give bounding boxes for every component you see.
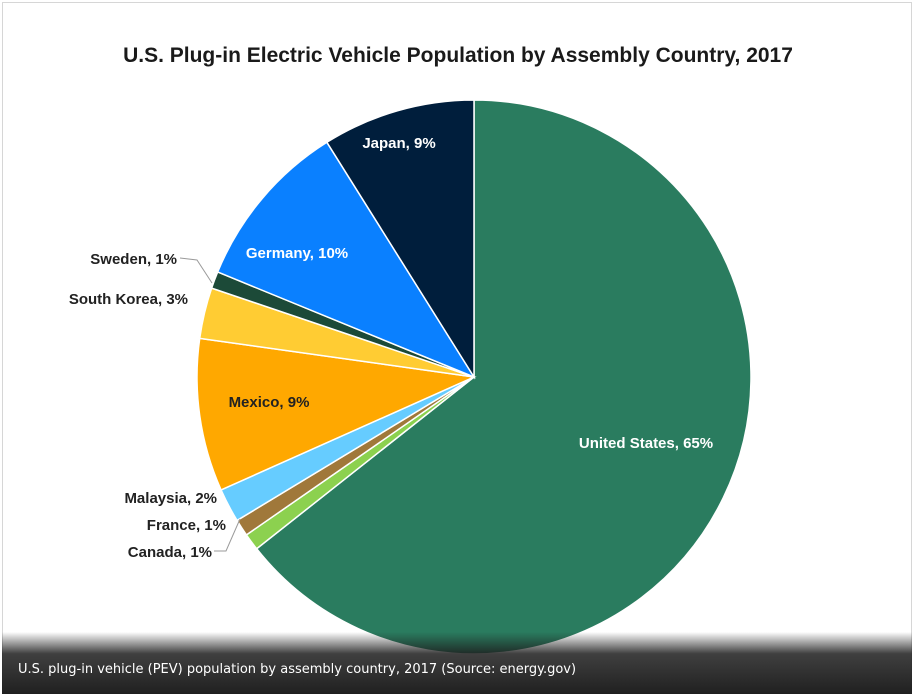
- caption-text: U.S. plug-in vehicle (PEV) population by…: [18, 662, 577, 677]
- data-label-united-states: United States, 65%: [579, 435, 713, 452]
- pie-slice-japan: [325, 99, 475, 380]
- caption-bar: [2, 632, 912, 694]
- data-label-canada: Canada, 1%: [128, 544, 212, 561]
- chart-title: U.S. Plug-in Electric Vehicle Population…: [123, 44, 793, 67]
- data-label-south-korea: South Korea, 3%: [69, 291, 188, 308]
- pie-slice-mexico: [196, 337, 477, 491]
- pie-slice-germany: [216, 141, 476, 379]
- data-label-sweden: Sweden, 1%: [90, 251, 177, 268]
- data-label-germany: Germany, 10%: [246, 245, 348, 262]
- leader-line-canada: [214, 518, 241, 552]
- leader-line-sweden: [179, 257, 213, 284]
- data-label-mexico: Mexico, 9%: [229, 394, 310, 411]
- data-label-france: France, 1%: [147, 517, 226, 534]
- data-label-japan: Japan, 9%: [362, 135, 435, 152]
- data-label-malaysia: Malaysia, 2%: [124, 490, 217, 507]
